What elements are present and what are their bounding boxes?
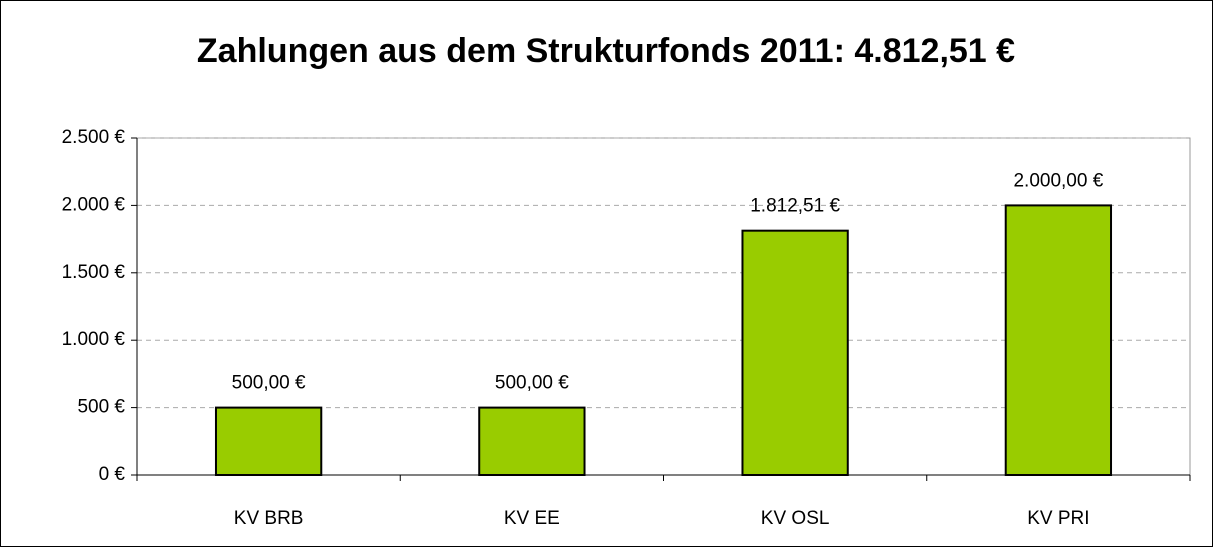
value-label: 1.812,51 € bbox=[750, 196, 840, 217]
y-tick-label: 2.500 € bbox=[62, 127, 126, 148]
y-tick-label: 2.000 € bbox=[62, 194, 126, 215]
value-label: 500,00 € bbox=[495, 373, 569, 394]
value-label: 2.000,00 € bbox=[1013, 170, 1103, 191]
bar bbox=[478, 406, 586, 477]
x-tick-label: KV PRI bbox=[1027, 508, 1089, 529]
x-tick-label: KV BRB bbox=[234, 508, 304, 529]
value-label: 500,00 € bbox=[232, 373, 306, 394]
bar bbox=[741, 229, 849, 476]
bar bbox=[214, 406, 323, 477]
y-tick-label: 1.000 € bbox=[62, 329, 126, 350]
y-tick-label: 0 € bbox=[99, 464, 126, 485]
y-tick-label: 500 € bbox=[77, 397, 125, 418]
x-tick-label: KV EE bbox=[504, 508, 560, 529]
x-tick-label: KV OSL bbox=[761, 508, 830, 529]
chart-title: Zahlungen aus dem Strukturfonds 2011: 4.… bbox=[197, 32, 1015, 70]
y-tick-label: 1.500 € bbox=[62, 262, 126, 283]
bar bbox=[1004, 204, 1113, 476]
